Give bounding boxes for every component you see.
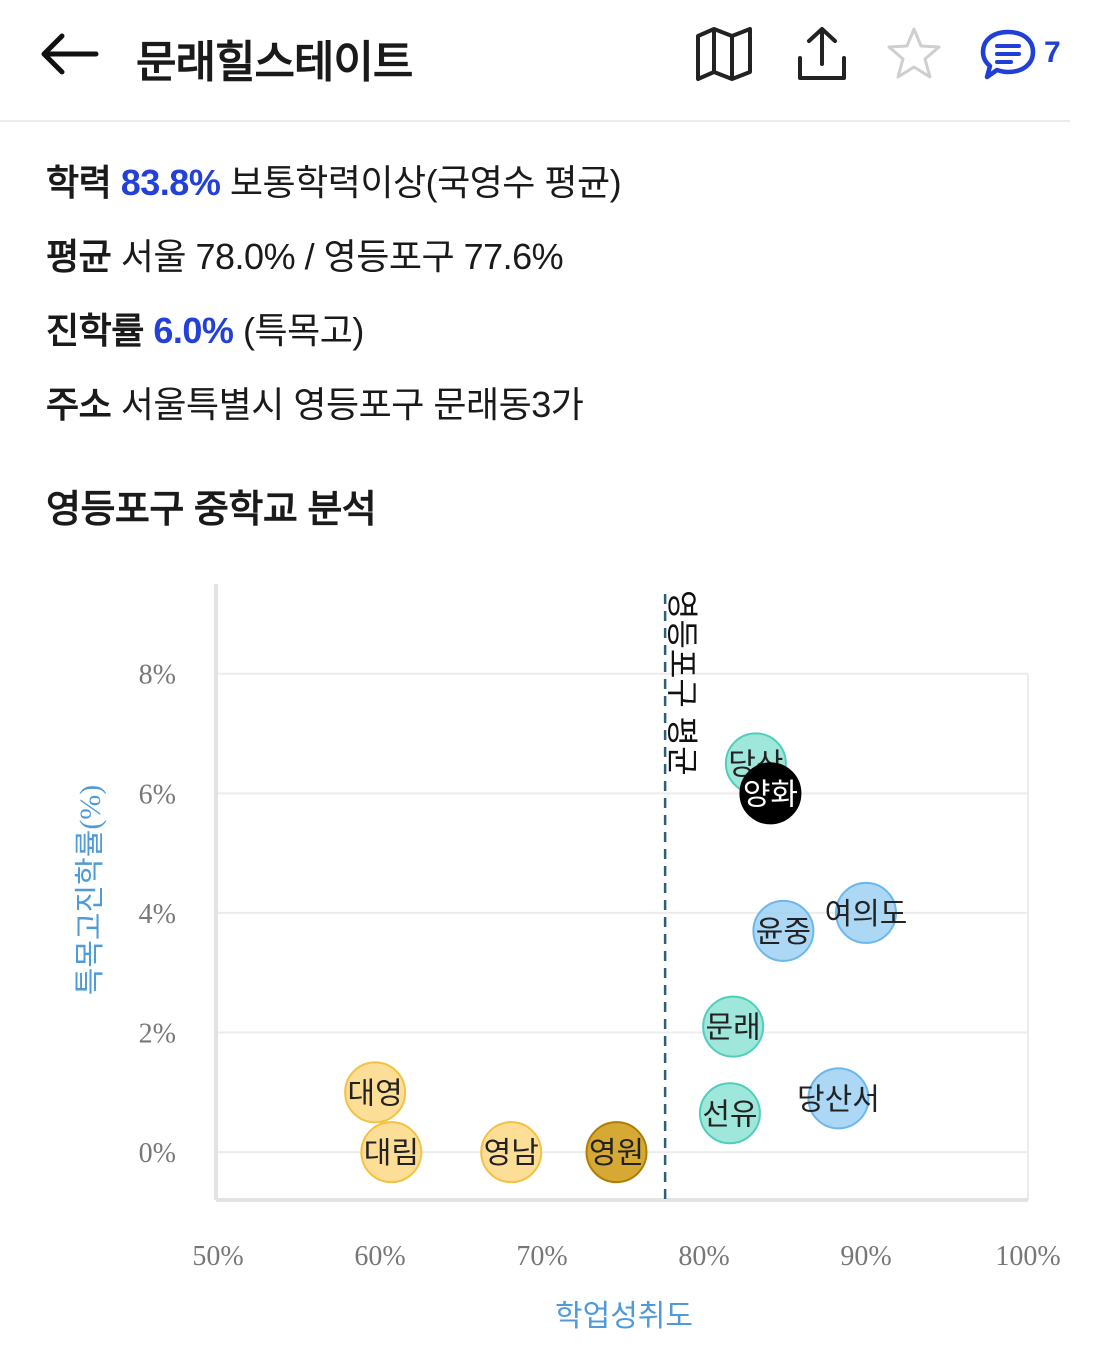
data-point-label: 영남 [484,1137,539,1170]
advance-desc: (특목고) [242,310,364,351]
data-point [702,995,765,1058]
data-point [480,1121,543,1184]
average-desc: 서울 78.0% / 영등포구 77.6% [120,236,564,277]
star-icon[interactable] [884,24,944,84]
back-arrow-icon[interactable] [36,28,100,80]
data-point-label: 대림 [364,1137,419,1170]
advance-value: 6.0% [153,310,234,351]
share-icon[interactable] [792,24,852,84]
data-point [807,1067,870,1130]
data-point [752,899,815,962]
x-tick-label: 50% [192,1241,243,1272]
y-axis-title: 특목고진학률(%) [74,785,107,996]
data-point-label: 당산서 [797,1083,880,1116]
data-point [360,1121,423,1184]
average-row: 평균 서울 78.0% / 영등포구 77.6% [46,228,564,280]
x-tick-label: 100% [995,1241,1060,1272]
comment-icon[interactable] [978,24,1038,84]
average-key: 평균 [46,236,112,277]
x-axis-title: 학업성취도 [555,1300,693,1333]
scatter-chart: 0% 2% 4% 6% 8% 50% 60% 70% 80% 90% 100% 학업성취도 특목고진학률… [74,584,1061,1333]
address-row: 주소 서울특별시 영등포구 문래동3가 [46,376,584,428]
section-title: 영등포구 중학교 분석 [46,489,377,531]
data-point-label: 문래 [706,1012,761,1045]
comment-count[interactable]: 7 [1044,36,1061,69]
x-tick-label: 60% [354,1241,405,1272]
y-tick-label: 4% [139,899,176,930]
reference-line-label: 영등포구 평균 [664,590,700,776]
x-tick-label: 80% [678,1241,729,1272]
y-tick-label: 2% [139,1019,176,1050]
advance-key: 진학률 [46,310,144,351]
y-tick-label: 8% [139,660,176,691]
address-desc: 서울특별시 영등포구 문래동3가 [120,384,584,425]
data-point [739,762,802,825]
data-point-label: 선유 [702,1098,757,1131]
education-row: 학력 83.8% 보통학력이상(국영수 평균) [46,154,622,206]
app-header: 문래힐스테이트 7 [0,0,1070,122]
x-tick-label: 90% [840,1241,891,1272]
address-key: 주소 [46,384,112,425]
data-point-label: 여의도 [825,898,908,931]
education-value: 83.8% [120,162,221,203]
data-point [344,1061,407,1124]
data-point-label: 양화 [743,778,798,811]
x-tick-label: 70% [516,1241,567,1272]
data-point [585,1121,648,1184]
map-icon[interactable] [694,24,754,84]
y-tick-label: 0% [139,1138,176,1169]
data-point-label: 대영 [348,1077,403,1110]
data-point [835,881,897,944]
education-key: 학력 [46,162,112,203]
data-point-label: 영원 [589,1137,644,1170]
data-point [698,1082,761,1145]
education-desc: 보통학력이상(국영수 평균) [229,162,622,203]
page-title: 문래힐스테이트 [136,38,413,87]
advance-row: 진학률 6.0% (특목고) [46,302,364,354]
y-tick-label: 6% [139,779,176,810]
data-point-label: 윤중 [756,916,811,949]
